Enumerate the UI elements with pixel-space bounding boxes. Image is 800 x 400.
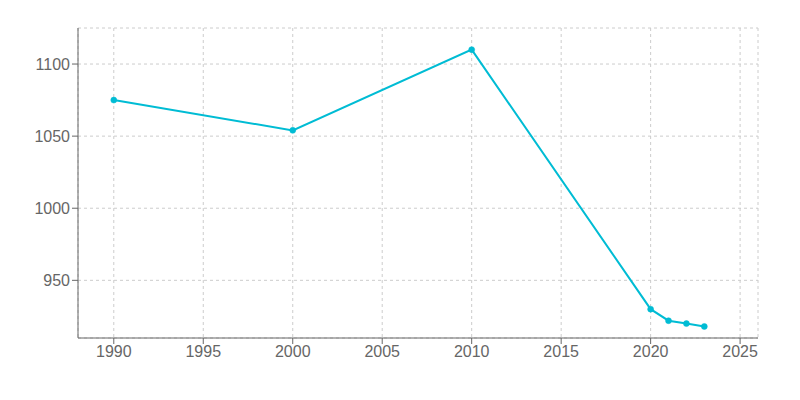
svg-text:2025: 2025 <box>722 343 758 360</box>
svg-text:950: 950 <box>43 272 70 289</box>
svg-text:1990: 1990 <box>96 343 132 360</box>
svg-text:2015: 2015 <box>543 343 579 360</box>
svg-text:1100: 1100 <box>36 56 71 73</box>
svg-text:1995: 1995 <box>185 343 221 360</box>
svg-text:1000: 1000 <box>34 200 70 217</box>
svg-text:2010: 2010 <box>454 343 490 360</box>
svg-text:1050: 1050 <box>34 128 70 145</box>
svg-text:2020: 2020 <box>633 343 669 360</box>
svg-text:2000: 2000 <box>275 343 311 360</box>
svg-text:2005: 2005 <box>364 343 400 360</box>
